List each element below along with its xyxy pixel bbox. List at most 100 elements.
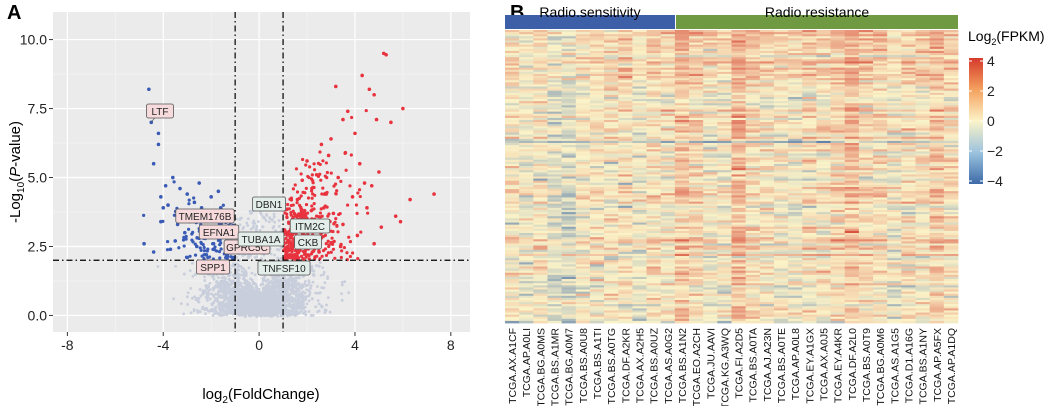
point-down xyxy=(166,203,170,207)
point-ns xyxy=(279,282,283,286)
point-up xyxy=(355,233,360,238)
point-up xyxy=(288,252,293,257)
point-ns xyxy=(252,290,256,294)
point-ns xyxy=(198,288,202,291)
point-up xyxy=(286,239,290,243)
point-up xyxy=(323,233,328,237)
point-up xyxy=(340,249,344,253)
point-up xyxy=(318,215,322,219)
point-ns xyxy=(241,290,245,294)
point-ns xyxy=(252,303,256,306)
point-ns xyxy=(297,289,301,292)
point-ns xyxy=(271,302,274,306)
point-ns xyxy=(272,292,275,296)
point-ns xyxy=(246,286,249,290)
point-ns xyxy=(190,261,194,265)
point-up xyxy=(321,159,325,163)
point-ns xyxy=(293,299,297,303)
point-up xyxy=(344,168,348,172)
point-ns xyxy=(245,306,249,310)
point-ns xyxy=(300,300,304,304)
point-up xyxy=(350,115,354,120)
point-down xyxy=(204,252,209,257)
point-up xyxy=(356,257,360,261)
point-up xyxy=(338,211,342,216)
point-ns xyxy=(309,314,313,317)
point-up xyxy=(379,225,384,229)
gene-label-itm2c: ITM2C xyxy=(289,218,331,234)
point-ns xyxy=(222,276,226,280)
point-up xyxy=(310,250,314,254)
point-ns xyxy=(223,292,227,295)
point-ns xyxy=(193,295,197,299)
point-up xyxy=(334,217,338,221)
point-ns xyxy=(260,309,264,312)
point-up xyxy=(289,203,293,208)
point-down xyxy=(142,213,146,217)
point-down xyxy=(211,241,216,246)
point-up xyxy=(286,207,290,211)
y-tick-label: 2.5 xyxy=(28,238,48,254)
y-title-italic: P xyxy=(7,167,24,177)
point-ns xyxy=(300,287,304,290)
point-down xyxy=(171,175,175,180)
point-up xyxy=(295,197,300,202)
point-ns xyxy=(247,266,251,270)
point-up xyxy=(325,205,329,209)
y-tick-label: 5.0 xyxy=(28,170,48,186)
point-ns xyxy=(198,310,202,314)
point-ns xyxy=(274,306,278,309)
point-down xyxy=(187,202,191,206)
point-ns xyxy=(299,303,302,307)
point-down xyxy=(168,247,173,252)
point-up xyxy=(321,186,325,190)
point-down xyxy=(185,192,190,196)
point-ns xyxy=(242,271,246,274)
point-ns xyxy=(219,309,223,313)
point-down xyxy=(159,219,163,224)
point-ns xyxy=(269,291,273,295)
gene-label-dbn1: DBN1 xyxy=(251,196,286,212)
y-title-post: -value) xyxy=(7,121,24,167)
point-ns xyxy=(287,297,291,301)
heatmap-cell xyxy=(632,320,647,324)
volcano-plot: LTFTMEM176BEFNA1GPRC5CSPP1DBN1TUBA1AITM2… xyxy=(7,12,470,406)
point-up xyxy=(300,157,305,162)
point-ns xyxy=(295,310,299,313)
point-ns xyxy=(222,285,226,289)
point-up xyxy=(318,150,322,154)
point-ns xyxy=(266,313,270,317)
point-ns xyxy=(194,298,198,302)
point-ns xyxy=(325,303,328,307)
point-ns xyxy=(343,280,347,284)
point-ns xyxy=(278,280,282,283)
point-up xyxy=(360,73,364,78)
point-down xyxy=(178,186,182,191)
point-ns xyxy=(296,303,300,307)
point-ns xyxy=(224,295,228,299)
point-ns xyxy=(186,302,190,306)
point-up xyxy=(350,195,355,199)
point-ns xyxy=(241,312,245,315)
point-up xyxy=(335,223,339,228)
point-up xyxy=(314,214,319,218)
gene-label-text: TUBA1A xyxy=(242,235,281,246)
point-up xyxy=(366,211,370,215)
heatmap-cells xyxy=(505,30,959,324)
point-ns xyxy=(182,272,186,276)
point-up xyxy=(330,236,334,240)
point-up xyxy=(285,215,289,219)
point-ns xyxy=(279,292,283,296)
point-up xyxy=(324,253,329,257)
point-ns xyxy=(289,276,293,280)
point-up xyxy=(294,213,299,217)
point-up xyxy=(299,172,303,176)
point-ns xyxy=(309,284,313,288)
point-ns xyxy=(236,296,240,300)
point-ns xyxy=(212,277,216,281)
point-ns xyxy=(249,284,252,288)
point-ns xyxy=(306,283,310,287)
group-label-sensitivity: Radio.sensitivity xyxy=(539,4,640,20)
point-ns xyxy=(258,296,261,300)
point-ns xyxy=(234,301,238,305)
